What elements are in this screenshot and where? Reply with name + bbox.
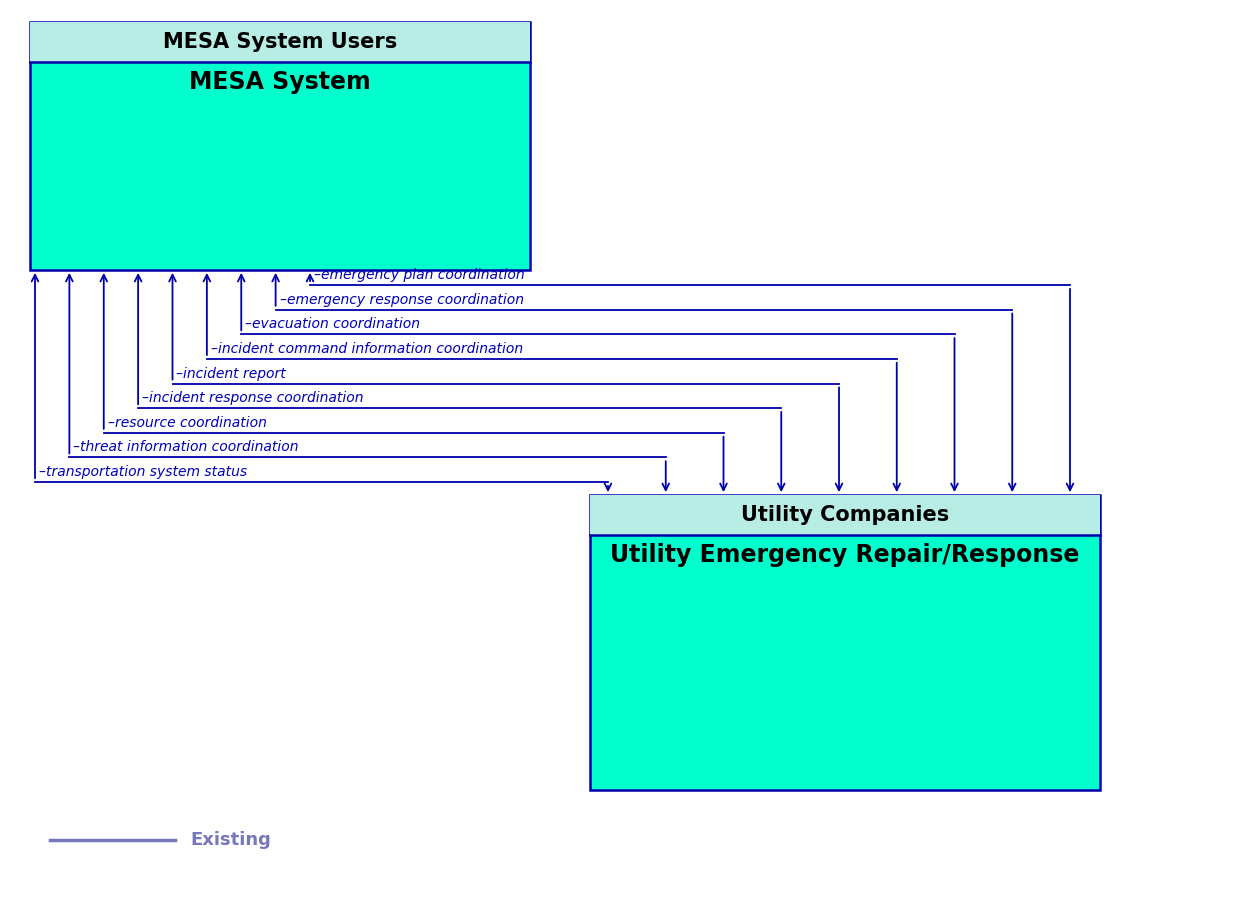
Bar <box>590 495 1101 790</box>
Text: MESA System: MESA System <box>189 70 371 94</box>
Text: –emergency response coordination: –emergency response coordination <box>279 292 523 307</box>
Text: –emergency plan coordination: –emergency plan coordination <box>314 268 525 282</box>
Text: –incident response coordination: –incident response coordination <box>143 391 363 405</box>
Bar <box>590 495 1101 535</box>
Text: Existing: Existing <box>190 831 270 849</box>
Text: Utility Emergency Repair/Response: Utility Emergency Repair/Response <box>610 543 1079 567</box>
Text: –evacuation coordination: –evacuation coordination <box>245 318 421 331</box>
Text: –transportation system status: –transportation system status <box>39 465 247 479</box>
Text: –incident report: –incident report <box>177 367 287 380</box>
Text: –incident command information coordination: –incident command information coordinati… <box>210 342 523 356</box>
Bar <box>30 22 530 270</box>
Text: MESA System Users: MESA System Users <box>163 32 397 52</box>
Text: Utility Companies: Utility Companies <box>741 505 949 525</box>
Text: –resource coordination: –resource coordination <box>108 415 267 430</box>
Text: –threat information coordination: –threat information coordination <box>74 440 299 455</box>
Bar <box>30 22 530 62</box>
